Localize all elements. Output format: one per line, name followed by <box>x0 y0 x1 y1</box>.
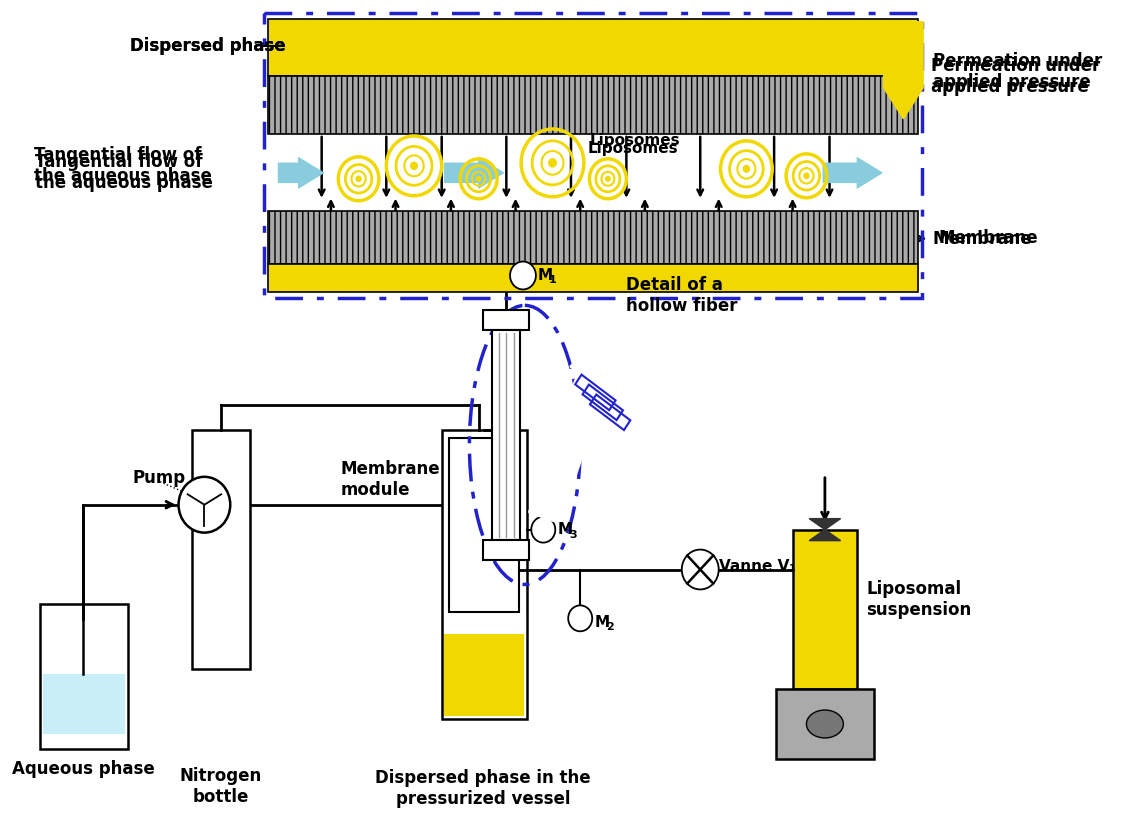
Bar <box>268 211 919 264</box>
Bar <box>449 438 519 612</box>
Text: Tangential flow of
the aqueous phase: Tangential flow of the aqueous phase <box>36 154 213 192</box>
Bar <box>268 19 919 76</box>
Text: Aqueous phase: Aqueous phase <box>12 760 155 778</box>
Circle shape <box>605 176 610 181</box>
Bar <box>43 675 125 734</box>
Polygon shape <box>810 518 841 541</box>
Text: Pump: Pump <box>133 469 185 487</box>
Text: Membrane
module: Membrane module <box>340 460 440 499</box>
Circle shape <box>743 165 749 172</box>
FancyArrowPatch shape <box>445 158 503 188</box>
Bar <box>793 530 857 689</box>
Circle shape <box>476 176 481 181</box>
Bar <box>40 605 128 749</box>
Text: Membrane: Membrane <box>933 229 1032 248</box>
Circle shape <box>179 477 230 533</box>
Bar <box>445 634 524 716</box>
Text: Dispersed phase: Dispersed phase <box>129 37 285 55</box>
Text: Dispersed phase: Dispersed phase <box>129 37 285 55</box>
Text: 2: 2 <box>606 622 614 633</box>
Text: Vanne V₁: Vanne V₁ <box>719 559 796 574</box>
Bar <box>192 430 249 669</box>
FancyArrowPatch shape <box>823 158 883 188</box>
Circle shape <box>804 173 809 178</box>
Circle shape <box>549 159 556 167</box>
Ellipse shape <box>806 710 843 738</box>
Text: Permeation under
applied pressure: Permeation under applied pressure <box>933 52 1102 91</box>
Circle shape <box>411 162 418 170</box>
Text: Liposomes: Liposomes <box>590 134 681 149</box>
Bar <box>493 330 520 539</box>
Text: Liposomes: Liposomes <box>587 141 678 156</box>
Text: Permeation under
applied pressure: Permeation under applied pressure <box>931 57 1101 96</box>
Text: 3: 3 <box>569 529 577 539</box>
Bar <box>776 689 874 759</box>
FancyArrowPatch shape <box>884 22 923 118</box>
Text: Nitrogen
bottle: Nitrogen bottle <box>180 768 262 806</box>
Text: Membrane: Membrane <box>939 228 1038 247</box>
Bar <box>483 310 529 330</box>
Circle shape <box>531 517 555 543</box>
FancyArrowPatch shape <box>279 158 323 188</box>
Bar <box>268 76 919 134</box>
Bar <box>590 395 630 430</box>
Text: M: M <box>538 268 553 283</box>
Text: 1: 1 <box>549 276 557 286</box>
Bar <box>575 375 615 410</box>
FancyArrowPatch shape <box>530 338 617 522</box>
Circle shape <box>356 176 360 181</box>
Bar <box>264 13 922 298</box>
Bar <box>268 264 919 292</box>
Text: M: M <box>595 615 610 630</box>
Circle shape <box>568 606 592 632</box>
Circle shape <box>510 261 536 290</box>
Bar <box>441 430 527 719</box>
Text: Liposomal
suspension: Liposomal suspension <box>867 580 971 619</box>
Bar <box>483 539 529 559</box>
Circle shape <box>682 549 719 590</box>
Text: Detail of a
hollow fiber: Detail of a hollow fiber <box>627 276 738 315</box>
Text: M: M <box>558 522 573 537</box>
Text: Dispersed phase in the
pressurized vessel: Dispersed phase in the pressurized vesse… <box>375 769 591 808</box>
Text: Tangential flow of
the aqueous phase: Tangential flow of the aqueous phase <box>34 146 211 186</box>
Bar <box>583 385 623 420</box>
